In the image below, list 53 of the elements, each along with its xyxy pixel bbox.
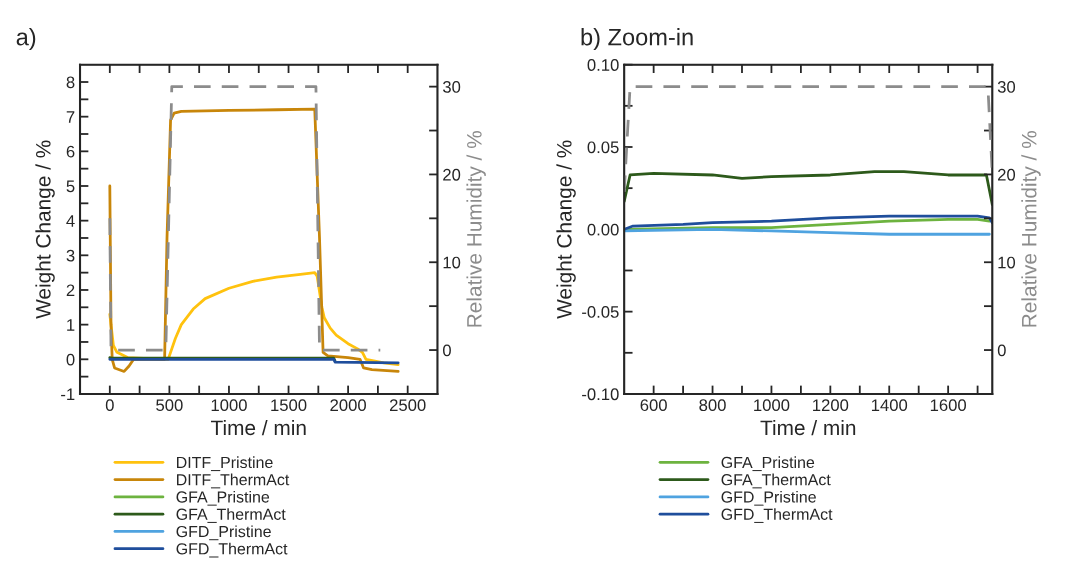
y2-tick-label: 30 — [997, 81, 1016, 93]
y-tick-label: 3 — [66, 249, 75, 262]
x-tick-label: 1600 — [930, 399, 967, 412]
legend-label: GFD_ThermAct — [721, 508, 833, 523]
chart-title: b) Zoom-in — [581, 28, 693, 51]
x-tick-label: 1000 — [211, 399, 247, 412]
y-tick-label: 7 — [66, 111, 75, 123]
y-tick-label: 6 — [66, 145, 75, 158]
x-tick-label: 500 — [156, 399, 183, 412]
x-tick-label: 2000 — [330, 399, 366, 412]
y2-tick-label: 10 — [998, 256, 1016, 269]
x-tick-label: 2500 — [389, 399, 426, 412]
y-tick-label: 0.10 — [587, 59, 619, 71]
legend-label: GFD_ThermAct — [176, 542, 288, 558]
legend-label: DITF_ThermAct — [177, 473, 290, 489]
y-axis-title: Weight Change / % — [35, 140, 55, 319]
y2-tick-label: 20 — [443, 168, 461, 181]
chart-title: a) — [16, 28, 36, 51]
x-axis-title: Time / min — [760, 419, 856, 436]
y2-axis-title: Relative Humidity / % — [1021, 131, 1041, 327]
legend-label: GFA_ThermAct — [176, 508, 286, 523]
y-tick-label: 5 — [66, 180, 75, 193]
legend-label: GFA_ThermAct — [721, 473, 831, 489]
y2-tick-label: 0 — [997, 344, 1006, 357]
y-tick-label: 1 — [67, 319, 75, 331]
y-tick-label: -1 — [61, 388, 75, 400]
x-tick-label: 1400 — [871, 399, 908, 412]
x-tick-label: 1200 — [813, 399, 849, 412]
y2-tick-label: 20 — [998, 168, 1016, 181]
x-tick-label: 0 — [105, 399, 114, 412]
legend-label: GFA_Pristine — [721, 456, 815, 472]
x-tick-label: 1500 — [271, 399, 307, 412]
y-tick-label: 0.00 — [587, 223, 619, 236]
legend-label: GFD_Pristine — [176, 525, 271, 541]
y2-tick-label: 10 — [443, 256, 461, 269]
y2-tick-label: 0 — [442, 344, 451, 357]
x-tick-label: 800 — [699, 399, 726, 412]
y2-tick-label: 30 — [442, 81, 461, 93]
y-tick-label: -0.10 — [582, 388, 619, 401]
legend-label: DITF_Pristine — [177, 456, 273, 472]
y2-axis-title: Relative Humidity / % — [466, 131, 486, 327]
y-tick-label: 4 — [66, 215, 75, 227]
legend-label: GFA_Pristine — [176, 490, 270, 506]
x-tick-label: 600 — [640, 399, 667, 412]
y-tick-label: -0.05 — [582, 306, 619, 318]
legend-label: GFD_Pristine — [721, 490, 816, 506]
x-tick-label: 1000 — [754, 399, 790, 412]
x-axis-title: Time / min — [211, 419, 306, 436]
y-tick-label: 0 — [66, 353, 75, 366]
y-tick-label: 8 — [66, 76, 75, 89]
y-axis-title: Weight Change / % — [556, 140, 576, 319]
y-tick-label: 2 — [66, 284, 75, 297]
y-tick-label: 0.05 — [587, 141, 619, 154]
